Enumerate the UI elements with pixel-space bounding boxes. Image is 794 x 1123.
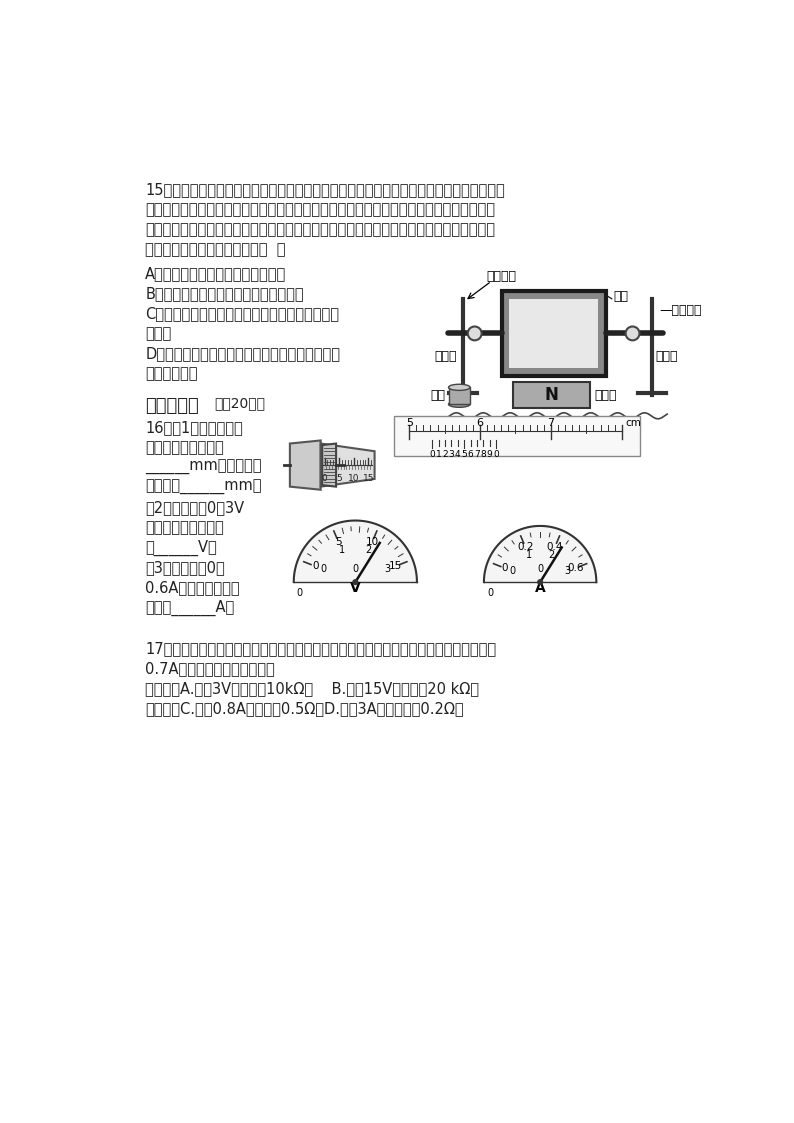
Text: 2: 2 bbox=[442, 449, 448, 458]
Text: 为______V；: 为______V； bbox=[145, 540, 217, 556]
Text: 0: 0 bbox=[510, 566, 516, 576]
Text: 0.6A量程，电流表的: 0.6A量程，电流表的 bbox=[145, 579, 240, 595]
Text: 17．为测定一节新干电池的电动势和内电阻（已知该干电池的内电阻相当小，额定电流为: 17．为测定一节新干电池的电动势和内电阻（已知该干电池的内电阻相当小，额定电流为 bbox=[145, 641, 496, 657]
Text: 4: 4 bbox=[455, 449, 461, 458]
Text: 15: 15 bbox=[363, 474, 374, 483]
Polygon shape bbox=[290, 440, 321, 490]
Text: 漆刮掉: 漆刮掉 bbox=[145, 326, 172, 340]
Text: B．左、右转轴上下两侧的绝缘漆都刮掉: B．左、右转轴上下两侧的绝缘漆都刮掉 bbox=[145, 285, 304, 301]
Text: 永磁铁: 永磁铁 bbox=[594, 389, 616, 402]
Text: 1: 1 bbox=[526, 550, 532, 560]
Text: 线圈: 线圈 bbox=[613, 290, 628, 303]
Polygon shape bbox=[484, 526, 596, 582]
Text: 0.2: 0.2 bbox=[517, 542, 534, 553]
Circle shape bbox=[626, 327, 639, 340]
Text: （3）电流表接0～: （3）电流表接0～ bbox=[145, 559, 225, 575]
Text: 电池: 电池 bbox=[430, 390, 445, 402]
Polygon shape bbox=[449, 387, 470, 404]
Text: 2: 2 bbox=[366, 545, 372, 555]
Text: 7: 7 bbox=[547, 418, 554, 428]
Text: 0: 0 bbox=[502, 564, 508, 573]
Text: 6: 6 bbox=[468, 449, 473, 458]
Text: 0: 0 bbox=[322, 474, 327, 483]
Text: 5: 5 bbox=[461, 449, 467, 458]
Text: 5: 5 bbox=[337, 474, 342, 483]
Ellipse shape bbox=[449, 384, 470, 391]
Text: 量程，电压表的读数: 量程，电压表的读数 bbox=[145, 520, 224, 535]
Text: 右转轴: 右转轴 bbox=[656, 350, 678, 364]
Text: 读数为______A。: 读数为______A。 bbox=[145, 600, 234, 617]
Polygon shape bbox=[502, 291, 606, 376]
Text: 0: 0 bbox=[320, 565, 326, 574]
Text: 电流表：C.量程0.8A内阻约为0.5Ω；D.量程3A，内阻约为0.2Ω；: 电流表：C.量程0.8A内阻约为0.5Ω；D.量程3A，内阻约为0.2Ω； bbox=[145, 702, 464, 716]
Text: 15．某同学自制的简易电动机示意图如图所示。矩形线圈由一根漆包线绕制而成，漆包线的: 15．某同学自制的简易电动机示意图如图所示。矩形线圈由一根漆包线绕制而成，漆包线… bbox=[145, 183, 505, 198]
Text: 0: 0 bbox=[297, 588, 303, 599]
Ellipse shape bbox=[449, 401, 470, 408]
Text: 0: 0 bbox=[430, 449, 435, 458]
Text: 的读数为______mm。: 的读数为______mm。 bbox=[145, 480, 262, 495]
Text: —金属支架: —金属支架 bbox=[660, 304, 702, 317]
Text: 0: 0 bbox=[487, 588, 493, 599]
Text: 两端分别从线圈的一组对边的中间位置引出，并作为线圈的转轴。将线圈架在两个金属支架: 两端分别从线圈的一组对边的中间位置引出，并作为线圈的转轴。将线圈架在两个金属支架 bbox=[145, 202, 495, 218]
Circle shape bbox=[353, 579, 358, 585]
Text: cm: cm bbox=[626, 418, 642, 428]
Text: 三、实验题: 三、实验题 bbox=[145, 396, 198, 414]
Text: 0: 0 bbox=[493, 449, 499, 458]
Text: V: V bbox=[350, 582, 360, 595]
Text: 9: 9 bbox=[487, 449, 492, 458]
Text: 3: 3 bbox=[565, 566, 570, 576]
Text: 15: 15 bbox=[389, 562, 402, 572]
Text: 10: 10 bbox=[365, 538, 379, 547]
Text: 左转轴: 左转轴 bbox=[434, 350, 457, 364]
Text: N: N bbox=[545, 386, 559, 404]
Text: （共20分）: （共20分） bbox=[214, 396, 265, 411]
Text: 0: 0 bbox=[312, 562, 318, 572]
Text: 6: 6 bbox=[476, 418, 484, 428]
Text: 8: 8 bbox=[480, 449, 486, 458]
Polygon shape bbox=[321, 444, 375, 486]
Text: 16．（1）如图所示，: 16．（1）如图所示， bbox=[145, 420, 243, 435]
Text: 电压表：A.量程3V，内阻为10kΩ；    B.量程15V，内阻为20 kΩ；: 电压表：A.量程3V，内阻为10kΩ； B.量程15V，内阻为20 kΩ； bbox=[145, 682, 479, 696]
Text: 螺旋测微器的读数为: 螺旋测微器的读数为 bbox=[145, 440, 224, 455]
Text: D．左转轴上下两侧的绝缘漆都刮掉，右转轴下侧: D．左转轴上下两侧的绝缘漆都刮掉，右转轴下侧 bbox=[145, 346, 340, 360]
Polygon shape bbox=[509, 299, 598, 368]
Polygon shape bbox=[394, 416, 640, 456]
Text: 之间，线圈平面位于竖直面内，永磁铁置于线圈下方。为了使电池与两金属支架连接后线圈: 之间，线圈平面位于竖直面内，永磁铁置于线圈下方。为了使电池与两金属支架连接后线圈 bbox=[145, 222, 495, 238]
Text: 金属支架: 金属支架 bbox=[487, 271, 517, 283]
Text: 0.6: 0.6 bbox=[567, 564, 584, 573]
Text: 5: 5 bbox=[335, 538, 342, 547]
Text: 7: 7 bbox=[474, 449, 480, 458]
Text: 的绝缘漆刮掉: 的绝缘漆刮掉 bbox=[145, 366, 198, 381]
Text: 5: 5 bbox=[406, 418, 413, 428]
Polygon shape bbox=[513, 382, 590, 408]
Text: 1: 1 bbox=[436, 449, 441, 458]
Text: 2: 2 bbox=[549, 550, 554, 560]
Text: 10: 10 bbox=[348, 474, 360, 483]
Text: ______mm，游标卡尺: ______mm，游标卡尺 bbox=[145, 459, 262, 475]
Polygon shape bbox=[322, 444, 336, 486]
Text: 1: 1 bbox=[339, 545, 345, 555]
Text: 0.4: 0.4 bbox=[546, 542, 563, 553]
Text: （2）电压表接0～3V: （2）电压表接0～3V bbox=[145, 500, 245, 514]
Text: A: A bbox=[535, 582, 545, 595]
Circle shape bbox=[468, 327, 482, 340]
Text: C．左转轴上侧的绝缘漆刮掉，右转轴下侧的绝缘: C．左转轴上侧的绝缘漆刮掉，右转轴下侧的绝缘 bbox=[145, 305, 339, 321]
Text: 0.7A），可供选择的器材有：: 0.7A），可供选择的器材有： bbox=[145, 661, 275, 676]
Text: A．左、右转轴下侧的绝缘漆都刮掉: A．左、右转轴下侧的绝缘漆都刮掉 bbox=[145, 266, 287, 281]
Polygon shape bbox=[294, 521, 417, 582]
Text: 0: 0 bbox=[353, 565, 358, 575]
Text: 3: 3 bbox=[384, 565, 391, 574]
Text: 能连续转动起来，该同学应将（  ）: 能连续转动起来，该同学应将（ ） bbox=[145, 243, 286, 257]
Circle shape bbox=[537, 579, 543, 585]
Text: 3: 3 bbox=[449, 449, 454, 458]
Text: 0: 0 bbox=[537, 565, 543, 575]
